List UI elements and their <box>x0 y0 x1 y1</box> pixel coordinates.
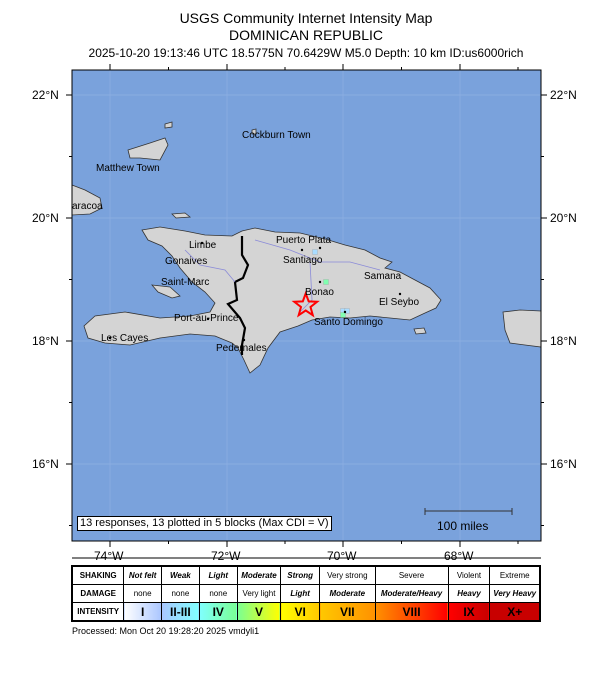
gonave-island <box>151 284 181 299</box>
city-label: Les Cayes <box>101 333 149 344</box>
city-label: Santo Domingo <box>314 317 383 328</box>
lon-label: 74°W <box>94 549 124 563</box>
city-label: Port-au-Prince <box>174 313 239 324</box>
intensity-cell: VI <box>280 602 321 622</box>
map-frame <box>66 64 547 559</box>
city-label: Cockburn Town <box>242 130 311 141</box>
lat-label-right: 18°N <box>550 334 577 348</box>
puerto-rico <box>502 309 542 348</box>
damage-cell: Very light <box>236 584 282 603</box>
land <box>71 121 542 374</box>
damage-cell: Heavy <box>447 584 491 603</box>
damage-cell: none <box>160 584 200 603</box>
shaking-cell: Severe <box>374 565 449 585</box>
intensity-cell: I <box>123 602 162 622</box>
damage-cell: none <box>198 584 238 603</box>
city-label: Santiago <box>283 255 323 266</box>
city-label: Gonaives <box>165 256 208 267</box>
lon-label: 68°W <box>444 549 474 563</box>
damage-cell: Moderate/Heavy <box>374 584 449 603</box>
city-label: aracoa <box>72 201 103 212</box>
intensity-cell: V <box>236 602 282 622</box>
lat-label-left: 22°N <box>32 88 59 102</box>
lat-label-right: 22°N <box>550 88 577 102</box>
row-label: INTENSITY <box>71 602 125 622</box>
shaking-cell: Not felt <box>123 565 162 585</box>
hispaniola <box>83 226 442 374</box>
processed-timestamp: Processed: Mon Oct 20 19:28:20 2025 vmdy… <box>72 626 260 636</box>
tortuga-island <box>171 212 192 219</box>
intensity-legend: SHAKING Not felt Weak Light Moderate Strong Ve… <box>71 565 541 622</box>
lat-label-left: 16°N <box>32 457 59 471</box>
great-inagua <box>127 137 169 161</box>
cdi-block <box>340 312 346 318</box>
city-label: Bonao <box>305 287 334 298</box>
epicenter-star-icon <box>291 290 320 318</box>
lat-label-right: 16°N <box>550 457 577 471</box>
intensity-row: INTENSITY I II-III IV V VI VII VIII IX X+ <box>71 602 541 622</box>
lat-label-right: 20°N <box>550 211 577 225</box>
cdi-block <box>323 279 329 285</box>
shaking-cell: Very strong <box>319 565 376 585</box>
city-label: Puerto Plata <box>276 235 332 246</box>
city-label: Samana <box>364 271 402 282</box>
damage-cell: Very Heavy <box>489 584 541 603</box>
damage-cell: none <box>123 584 162 603</box>
shaking-cell: Strong <box>280 565 321 585</box>
saona-island <box>413 327 427 335</box>
city-label: Saint-Marc <box>161 277 210 288</box>
damage-cell: Light <box>280 584 321 603</box>
city-label: Limbe <box>189 240 217 251</box>
shaking-cell: Violent <box>447 565 491 585</box>
intensity-cell: II-III <box>160 602 200 622</box>
damage-cell: Moderate <box>319 584 376 603</box>
damage-row: DAMAGE none none none Very light Light Moderat… <box>71 584 541 603</box>
turks-caicos <box>251 128 257 135</box>
row-label: DAMAGE <box>71 584 125 603</box>
city-label: El Seybo <box>379 297 420 308</box>
little-inagua <box>164 121 173 129</box>
city-markers <box>108 241 402 342</box>
shaking-cell: Extreme <box>489 565 541 585</box>
event-info: 2025-10-20 19:13:46 UTC 18.5775N 70.6429… <box>88 46 524 60</box>
intensity-cell: X+ <box>489 602 541 622</box>
shaking-row: SHAKING Not felt Weak Light Moderate Strong Ve… <box>71 565 541 585</box>
shaking-cell: Weak <box>160 565 200 585</box>
scale-label: 100 miles <box>437 519 489 533</box>
shaking-cell: Light <box>198 565 238 585</box>
city-label: Matthew Town <box>96 163 160 174</box>
lon-label: 72°W <box>211 549 241 563</box>
map-title: USGS Community Internet Intensity Map <box>179 10 433 26</box>
intensity-cell: VII <box>319 602 376 622</box>
haiti-dr-border <box>226 236 250 355</box>
shaking-cell: Moderate <box>236 565 282 585</box>
region-name: DOMINICAN REPUBLIC <box>228 27 384 43</box>
graticule <box>72 70 541 541</box>
city-label: Pedernales <box>216 343 267 354</box>
lat-label-left: 18°N <box>32 334 59 348</box>
lon-label: 70°W <box>327 549 357 563</box>
row-label: SHAKING <box>71 565 125 585</box>
response-summary: 13 responses, 13 plotted in 5 blocks (Ma… <box>77 516 332 531</box>
intensity-cell: IV <box>198 602 238 622</box>
lat-label-left: 20°N <box>32 211 59 225</box>
rivers <box>184 239 381 313</box>
cdi-block <box>312 249 318 255</box>
intensity-cell: VIII <box>374 602 449 622</box>
intensity-cell: IX <box>447 602 491 622</box>
